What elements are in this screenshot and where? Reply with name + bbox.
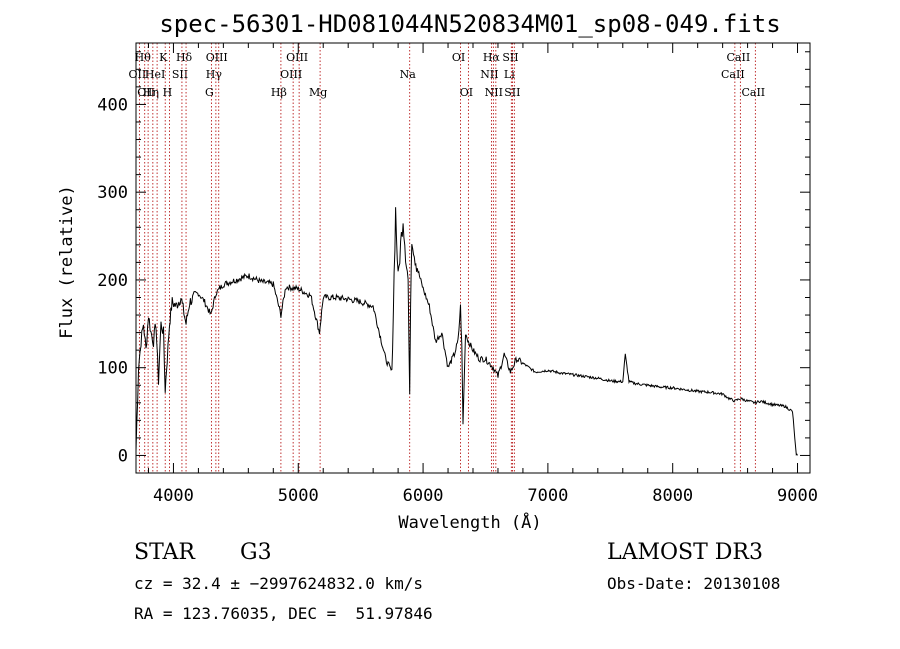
plot-frame	[135, 42, 811, 474]
survey-name: LAMOST DR3	[607, 540, 763, 565]
marker-label-7: SII	[172, 68, 188, 81]
marker-label-22: Li	[504, 68, 515, 81]
marker-label-16: Na	[400, 68, 417, 81]
marker-label-12: Hβ	[271, 86, 287, 99]
marker-label-3: Hη	[143, 86, 159, 99]
x-tick-label-0: 4000	[153, 486, 194, 506]
spectrum-line	[135, 207, 798, 456]
marker-label-6: H	[163, 86, 173, 99]
marker-label-0: OII	[129, 68, 147, 81]
marker-label-19: NII	[480, 68, 498, 81]
marker-label-8: Hδ	[176, 51, 193, 64]
x-tick-label-4: 8000	[652, 486, 693, 506]
x-axis-label: Wavelength (Å)	[398, 511, 541, 533]
marker-label-1: Hθ	[135, 51, 152, 64]
marker-label-5: K	[159, 51, 168, 64]
spectral-subclass: G3	[240, 540, 272, 565]
redshift-readout: cz = 32.4 ± −2997624832.0 km/s	[134, 574, 423, 593]
y-axis-label: Flux (relative)	[57, 185, 77, 339]
y-tick-label-3: 300	[97, 183, 128, 203]
marker-label-11: OIII	[206, 51, 228, 64]
marker-label-23: SII	[502, 51, 518, 64]
marker-label-26: CaII	[727, 51, 751, 64]
marker-label-27: CaII	[741, 86, 765, 99]
object-class: STAR	[134, 540, 195, 565]
marker-label-18: OI	[460, 86, 473, 99]
x-tick-label-3: 7000	[527, 486, 568, 506]
x-tick-label-2: 6000	[403, 486, 444, 506]
line-markers: OIIHθOIIHηHeIKHSIIHδGHγOIIIHβOIIIOIIIMgN…	[129, 43, 765, 473]
marker-label-20: Hα	[483, 51, 501, 64]
observation-date: Obs-Date: 20130108	[607, 574, 781, 593]
marker-label-4: HeI	[145, 68, 165, 81]
x-tick-label-5: 9000	[777, 486, 818, 506]
marker-label-21: NII	[485, 86, 503, 99]
marker-label-13: OIII	[280, 68, 302, 81]
marker-label-15: Mg	[309, 86, 327, 99]
chart-title: spec-56301-HD081044N520834M01_sp08-049.f…	[159, 10, 780, 38]
y-tick-label-1: 100	[97, 359, 128, 379]
y-tick-label-4: 400	[97, 95, 128, 115]
axes: 4000 5000 6000 7000 8000 9000 0 100 200 300 400	[97, 42, 818, 506]
y-tick-label-0: 0	[118, 446, 128, 466]
marker-label-25: CaII	[721, 68, 745, 81]
y-tick-label-2: 200	[97, 271, 128, 291]
coordinates-readout: RA = 123.76035, DEC = 51.97846	[134, 604, 433, 623]
marker-label-2: OII	[137, 86, 155, 99]
marker-label-14: OIII	[286, 51, 308, 64]
marker-label-24: SII	[504, 86, 520, 99]
marker-label-10: Hγ	[206, 68, 223, 81]
marker-label-9: G	[205, 86, 214, 99]
marker-label-17: OI	[452, 51, 465, 64]
x-tick-label-1: 5000	[278, 486, 319, 506]
